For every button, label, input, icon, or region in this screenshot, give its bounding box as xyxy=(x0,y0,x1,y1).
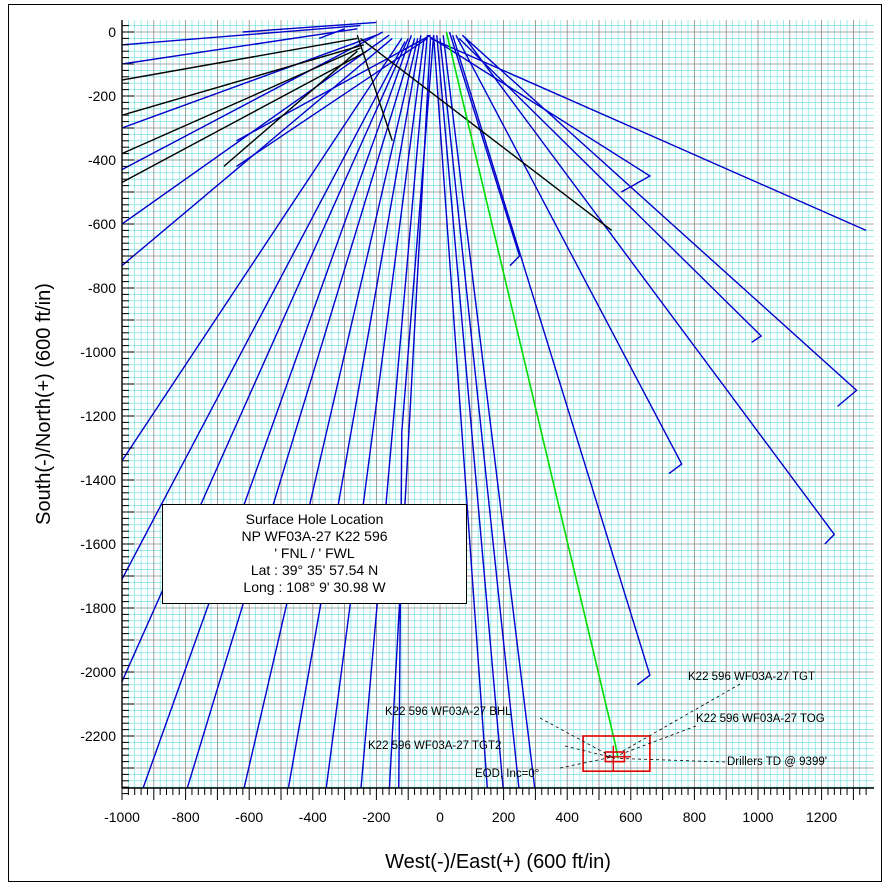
y-tick-label: -400 xyxy=(88,152,116,168)
y-tick-label: 0 xyxy=(108,24,116,40)
black-well-path xyxy=(360,37,613,231)
x-tick-label: 400 xyxy=(556,809,580,825)
y-tick-label: -2000 xyxy=(80,664,116,680)
chart-axes: -1000 -800 -600 -400 -200 0 200 400 600 800 1000 12… xyxy=(80,20,874,825)
offset-well-path xyxy=(122,24,361,46)
surface-hole-location-box: Surface Hole Location NP WF03A-27 K22 59… xyxy=(162,504,467,604)
offset-well-path xyxy=(243,38,419,788)
offset-well-path xyxy=(318,28,345,40)
offset-well-path xyxy=(242,21,377,33)
offset-well-path xyxy=(426,34,652,193)
offset-well-path xyxy=(122,38,403,462)
offset-well-path xyxy=(442,35,536,788)
info-longitude: Long : 108° 9' 30.98 W xyxy=(243,579,386,595)
offset-well-path xyxy=(398,35,435,788)
x-tick-label: -1000 xyxy=(104,809,140,825)
target-box-outer xyxy=(582,735,651,773)
annotation-label: K22 596 WF03A-27 BHL xyxy=(385,706,512,718)
x-tick-label: 800 xyxy=(683,809,707,825)
y-tick-label: -1600 xyxy=(80,536,116,552)
x-tick-label: -200 xyxy=(362,809,390,825)
info-well-name: NP WF03A-27 K22 596 xyxy=(241,528,388,544)
black-well-path xyxy=(122,47,361,155)
black-well-path xyxy=(122,50,368,184)
offset-well-path xyxy=(236,37,428,167)
annotation-label: K22 596 WF03A-27 TGT2 xyxy=(368,740,501,752)
offset-well-path xyxy=(122,28,358,65)
y-tick-label: -1000 xyxy=(80,344,116,360)
x-tick-label: -600 xyxy=(235,809,263,825)
x-tick-label: 0 xyxy=(436,809,444,825)
black-well-path xyxy=(122,37,358,81)
y-tick-label: -600 xyxy=(88,216,116,232)
offset-well-path xyxy=(122,34,390,225)
black-well-path xyxy=(122,44,364,116)
well-paths xyxy=(122,21,867,788)
x-tick-label: 1000 xyxy=(742,809,773,825)
x-tick-label: -800 xyxy=(172,809,200,825)
offset-well-path xyxy=(325,38,425,788)
offset-well-path xyxy=(439,38,520,788)
plan-well-path xyxy=(445,31,619,759)
annotation-label: Drillers TD @ 9399' xyxy=(727,756,827,768)
offset-well-path xyxy=(287,35,422,788)
annotation-leader xyxy=(539,717,616,759)
x-axis-label: West(-)/East(+) (600 ft/in) xyxy=(385,851,611,873)
y-tick-label: -1200 xyxy=(80,408,116,424)
offset-well-path xyxy=(436,35,504,788)
offset-well-path xyxy=(461,34,858,407)
x-tick-label: 1200 xyxy=(806,809,837,825)
black-well-path xyxy=(223,50,358,167)
x-tick-label: -400 xyxy=(299,809,327,825)
y-tick-label: -200 xyxy=(88,88,116,104)
offset-well-path xyxy=(122,41,406,580)
x-tick-label: 200 xyxy=(492,809,516,825)
y-tick-label: -1400 xyxy=(80,472,116,488)
offset-well-path xyxy=(142,34,413,788)
x-tick-label: 600 xyxy=(619,809,643,825)
offset-well-path xyxy=(236,34,431,142)
annotation-leader xyxy=(564,745,614,759)
offset-well-path xyxy=(464,37,836,545)
y-tick-label: -1800 xyxy=(80,600,116,616)
offset-well-path xyxy=(448,31,521,267)
offset-well-path xyxy=(452,34,651,686)
target-annotations: K22 596 WF03A-27 TGT K22 596 WF03A-27 TOG… xyxy=(368,671,827,780)
annotation-label: EOD; Inc=0° xyxy=(475,768,539,780)
y-tick-label: -800 xyxy=(88,280,116,296)
offset-well-path xyxy=(455,34,683,475)
offset-well-path xyxy=(360,35,428,788)
annotation-leader xyxy=(617,725,697,756)
black-well-path xyxy=(356,34,393,142)
y-axis-label: South(-)/North(+) (600 ft/in) xyxy=(33,283,55,525)
target-boxes xyxy=(582,735,651,773)
info-footage: ' FNL / ' FWL xyxy=(274,545,355,561)
info-latitude: Lat : 39° 35' 57.54 N xyxy=(250,562,379,578)
offset-well-path xyxy=(122,31,384,171)
offset-well-path xyxy=(122,34,377,129)
annotation-label: K22 596 WF03A-27 TGT xyxy=(688,671,815,683)
y-tick-label: -2200 xyxy=(80,728,116,744)
info-title: Surface Hole Location xyxy=(245,511,384,527)
offset-well-path xyxy=(432,35,489,788)
offset-well-path xyxy=(430,37,867,232)
offset-well-path xyxy=(458,37,763,343)
offset-well-path xyxy=(186,38,416,788)
chart-grid xyxy=(122,20,874,788)
annotation-label: K22 596 WF03A-27 TOG xyxy=(696,713,825,725)
annotation-leader xyxy=(621,683,741,753)
